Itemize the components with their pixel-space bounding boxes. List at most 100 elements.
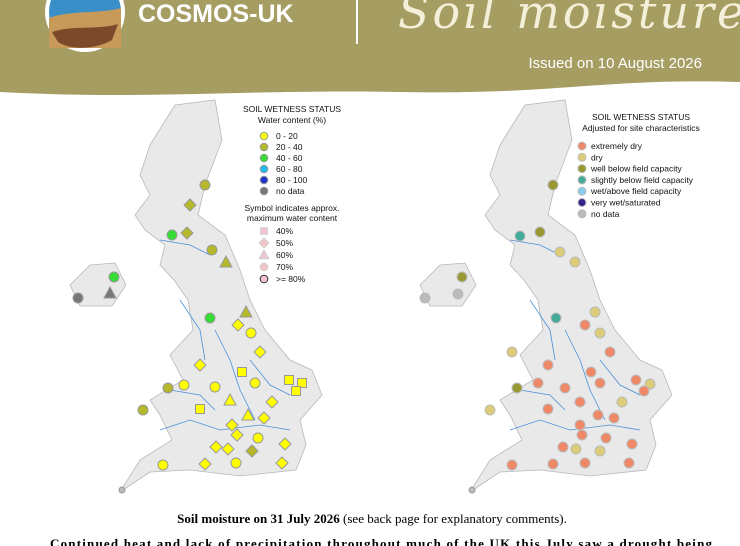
legend-label: 60 - 80 xyxy=(276,164,303,174)
marker xyxy=(258,249,270,260)
marker xyxy=(542,359,554,371)
marker xyxy=(577,164,587,174)
legend-label: no data xyxy=(591,209,620,219)
legend-label: 20 - 40 xyxy=(276,142,303,152)
header-band xyxy=(0,0,740,95)
issued-date: Issued on 10 August 2026 xyxy=(529,55,702,72)
marker xyxy=(259,131,269,141)
marker xyxy=(468,486,476,494)
legend-label: 40 - 60 xyxy=(276,153,303,163)
marker xyxy=(550,312,562,324)
marker xyxy=(506,459,518,471)
legend-label: slightly below field capacity xyxy=(591,175,694,185)
marker xyxy=(230,457,242,469)
marker xyxy=(257,411,271,425)
marker xyxy=(600,432,612,444)
marker xyxy=(542,403,554,415)
marker xyxy=(623,457,635,469)
paragraph: Continued heat and lack of precipitation… xyxy=(50,536,713,546)
marker xyxy=(259,274,269,284)
caption-rest: (see back page for explanatory comments)… xyxy=(340,511,567,526)
marker xyxy=(206,244,218,256)
marker xyxy=(239,304,253,318)
marker xyxy=(209,381,221,393)
marker xyxy=(209,440,223,454)
legend-label: 0 - 20 xyxy=(276,131,298,141)
marker xyxy=(223,392,237,406)
marker xyxy=(157,459,169,471)
marker xyxy=(259,262,269,272)
marker xyxy=(594,327,606,339)
marker xyxy=(608,412,620,424)
marker xyxy=(221,442,235,456)
marker xyxy=(484,404,496,416)
marker xyxy=(265,395,279,409)
marker xyxy=(219,254,233,268)
marker xyxy=(284,375,294,385)
legend-label: dry xyxy=(591,152,604,162)
marker xyxy=(574,396,586,408)
marker xyxy=(230,428,244,442)
marker xyxy=(577,152,587,162)
org-name: COSMOS-UK xyxy=(138,0,294,28)
marker xyxy=(253,345,267,359)
marker xyxy=(259,175,269,185)
marker xyxy=(259,153,269,163)
caption-bold: Soil moisture on 31 July 2026 xyxy=(177,511,340,526)
marker xyxy=(506,346,518,358)
marker xyxy=(532,377,544,389)
marker xyxy=(514,230,526,242)
marker xyxy=(644,378,656,390)
marker xyxy=(594,377,606,389)
legend-label: well below field capacity xyxy=(590,164,682,174)
marker xyxy=(118,486,126,494)
marker xyxy=(594,445,606,457)
marker xyxy=(260,227,268,235)
marker xyxy=(577,198,587,207)
marker xyxy=(579,457,591,469)
marker xyxy=(291,386,301,396)
marker xyxy=(534,226,546,238)
marker xyxy=(241,407,255,421)
marker xyxy=(547,458,559,470)
marker xyxy=(297,378,307,388)
marker xyxy=(195,404,205,414)
marker xyxy=(569,256,581,268)
marker xyxy=(103,285,117,299)
marker xyxy=(137,404,149,416)
logo xyxy=(45,0,125,52)
marker xyxy=(245,444,259,458)
marker xyxy=(225,418,239,432)
legend-subtitle: maximum water content xyxy=(247,213,338,223)
marker xyxy=(577,141,587,151)
marker xyxy=(419,292,431,304)
marker xyxy=(180,226,194,240)
marker xyxy=(204,312,216,324)
header-title: Soil moisture xyxy=(398,0,740,39)
marker xyxy=(570,443,582,455)
marker xyxy=(199,179,211,191)
legend-title: SOIL WETNESS STATUS xyxy=(592,112,690,122)
legend-label: very wet/saturated xyxy=(591,198,661,208)
marker xyxy=(592,409,604,421)
marker xyxy=(630,374,642,386)
marker xyxy=(193,358,207,372)
marker xyxy=(231,318,245,332)
legend-label: 70% xyxy=(276,262,293,272)
legend-title: SOIL WETNESS STATUS xyxy=(243,104,341,114)
legend-label: 40% xyxy=(276,226,293,236)
marker xyxy=(278,437,292,451)
marker xyxy=(557,441,569,453)
marker xyxy=(574,419,586,431)
legend-subtitle: Symbol indicates approx. xyxy=(245,203,340,213)
marker xyxy=(249,377,261,389)
marker xyxy=(198,457,212,471)
marker xyxy=(275,456,289,470)
marker xyxy=(258,237,270,249)
marker xyxy=(183,198,197,212)
legend-label: extremely dry xyxy=(591,141,643,151)
legend-label: >= 80% xyxy=(276,274,306,284)
marker xyxy=(252,432,264,444)
marker xyxy=(616,396,628,408)
legend-label: 60% xyxy=(276,250,293,260)
